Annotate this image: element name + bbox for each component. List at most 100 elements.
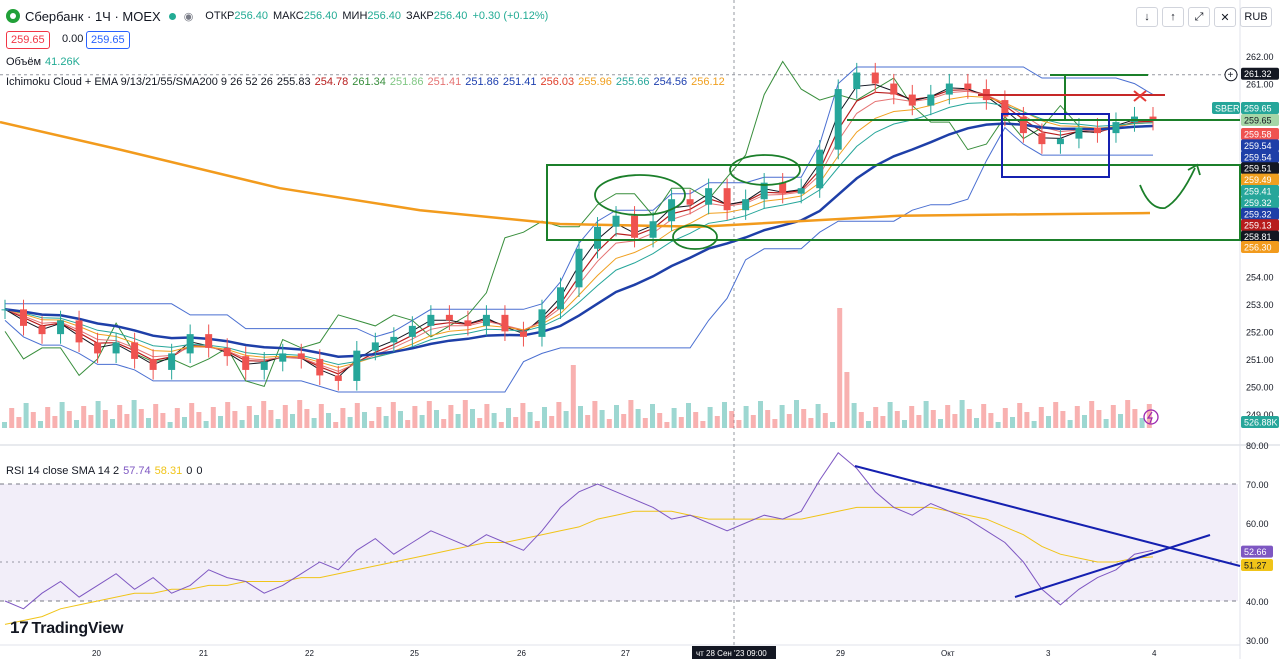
volume-bar [1132,409,1138,428]
volume-bar [146,418,151,428]
volume-bar [117,405,123,428]
candle-body [260,361,268,370]
rsi-legend[interactable]: RSI 14 close SMA 14 2 57.74 58.31 0 0 [6,465,206,477]
volume-bar [779,405,785,428]
volume-bar [290,414,295,428]
volume-bar [729,411,735,428]
axis-price-label: 261.32 [1244,69,1272,79]
volume-bar [570,365,576,428]
volume-bar [261,401,267,428]
candle-body [482,314,490,326]
volume-bar [743,406,749,428]
candle-body [371,342,379,351]
axis-price-label-bg [1241,230,1279,243]
symbol-title[interactable]: Сбербанк · 1Ч · MOEX [25,8,161,24]
volume-bar [750,415,756,428]
price-tick-label: 252.00 [1246,327,1274,337]
axis-price-label-bg [1241,241,1279,253]
volume-bar [1002,408,1008,428]
volume-bar [203,421,209,428]
move-up-icon[interactable]: ↑ [1162,7,1184,27]
buy-price-button[interactable]: 259.65 [86,31,130,49]
brand-text: TradingView [31,620,124,637]
maximize-icon[interactable]: ⤢ [1188,7,1210,27]
volume-bar [347,417,353,428]
ema21-line [4,102,1154,366]
axis-price-label-bg [1241,185,1279,197]
candle-body [316,358,324,376]
candle-body [631,215,639,238]
candle-body [908,94,916,106]
volume-value: 41.26K [45,56,80,68]
axis-price-label-bg [1241,219,1279,232]
volume-bar [614,405,619,428]
volume-bar [246,406,252,428]
currency-button[interactable]: RUB [1240,7,1272,27]
volume-bar [383,416,389,428]
volume-bar [650,404,655,428]
volume-bar [513,417,519,428]
volume-bar [354,403,360,428]
price-tick-label: 249.00 [1246,410,1274,420]
volume-bar [9,408,15,428]
candle-body [205,334,213,348]
pane-toolbar: ↓ ↑ ⤢ ✕ RUB [1136,7,1272,27]
volume-bar [484,404,490,428]
volume-bar [671,408,677,428]
eye-toggle-icon[interactable]: ◉ [183,10,194,23]
candle-body [501,314,509,332]
time-tick-label: 3 [1046,649,1051,658]
candle-body [1056,138,1064,145]
candle-body [94,342,102,354]
volume-bar [520,403,526,428]
price-tick-label: 254.00 [1246,272,1274,282]
circle-annotation [729,154,801,186]
volume-bar [822,413,828,428]
rsi-label: RSI 14 close SMA 14 2 [6,465,120,477]
volume-bar [506,408,511,428]
candle-body [760,182,768,200]
volume-bar [606,419,612,428]
move-down-icon[interactable]: ↓ [1136,7,1158,27]
candle-body [742,199,750,211]
circle-annotation [672,224,718,250]
volume-bar [102,410,108,428]
volume-bar [16,417,22,428]
volume-bar [880,416,886,428]
volume-bar [974,418,979,428]
volume-bar [815,404,821,428]
volume-bar [801,409,807,428]
candle-body [890,83,898,95]
volume-bar [1010,417,1015,428]
close-icon[interactable]: ✕ [1214,7,1236,27]
volume-bar [376,407,382,428]
axis-price-label: 259.32 [1244,209,1272,219]
volume-bar [945,405,951,428]
volume-bar [369,421,375,428]
volume-bar [635,409,641,428]
ema13-line [4,95,1154,369]
candle-body [1001,100,1009,117]
consolidation-box [1001,113,1110,178]
market-status-icon[interactable] [168,12,176,20]
volume-bar [182,417,187,428]
time-tick-label: 25 [410,649,419,658]
crosshair-plus-icon[interactable] [1224,68,1238,82]
volume-bar [167,422,173,428]
candle-body [816,149,824,189]
lightning-alert-icon[interactable] [1143,409,1159,425]
volume-bar [1103,419,1109,428]
sma200-line [0,120,1151,228]
volume-bar [707,407,713,428]
candle-body [242,356,250,370]
sell-price-button[interactable]: 259.65 [6,31,50,49]
volume-bar [1017,403,1023,428]
ichimoku-label: Ichimoku Cloud + EMA 9/13/21/55/SMA200 9… [6,76,273,88]
volume-bar [952,414,958,428]
volume-bar [830,422,835,428]
volume-legend[interactable]: Объём 41.26K [6,56,84,68]
candle-body [1019,116,1027,134]
ichimoku-legend[interactable]: Ichimoku Cloud + EMA 9/13/21/55/SMA200 9… [6,76,733,88]
